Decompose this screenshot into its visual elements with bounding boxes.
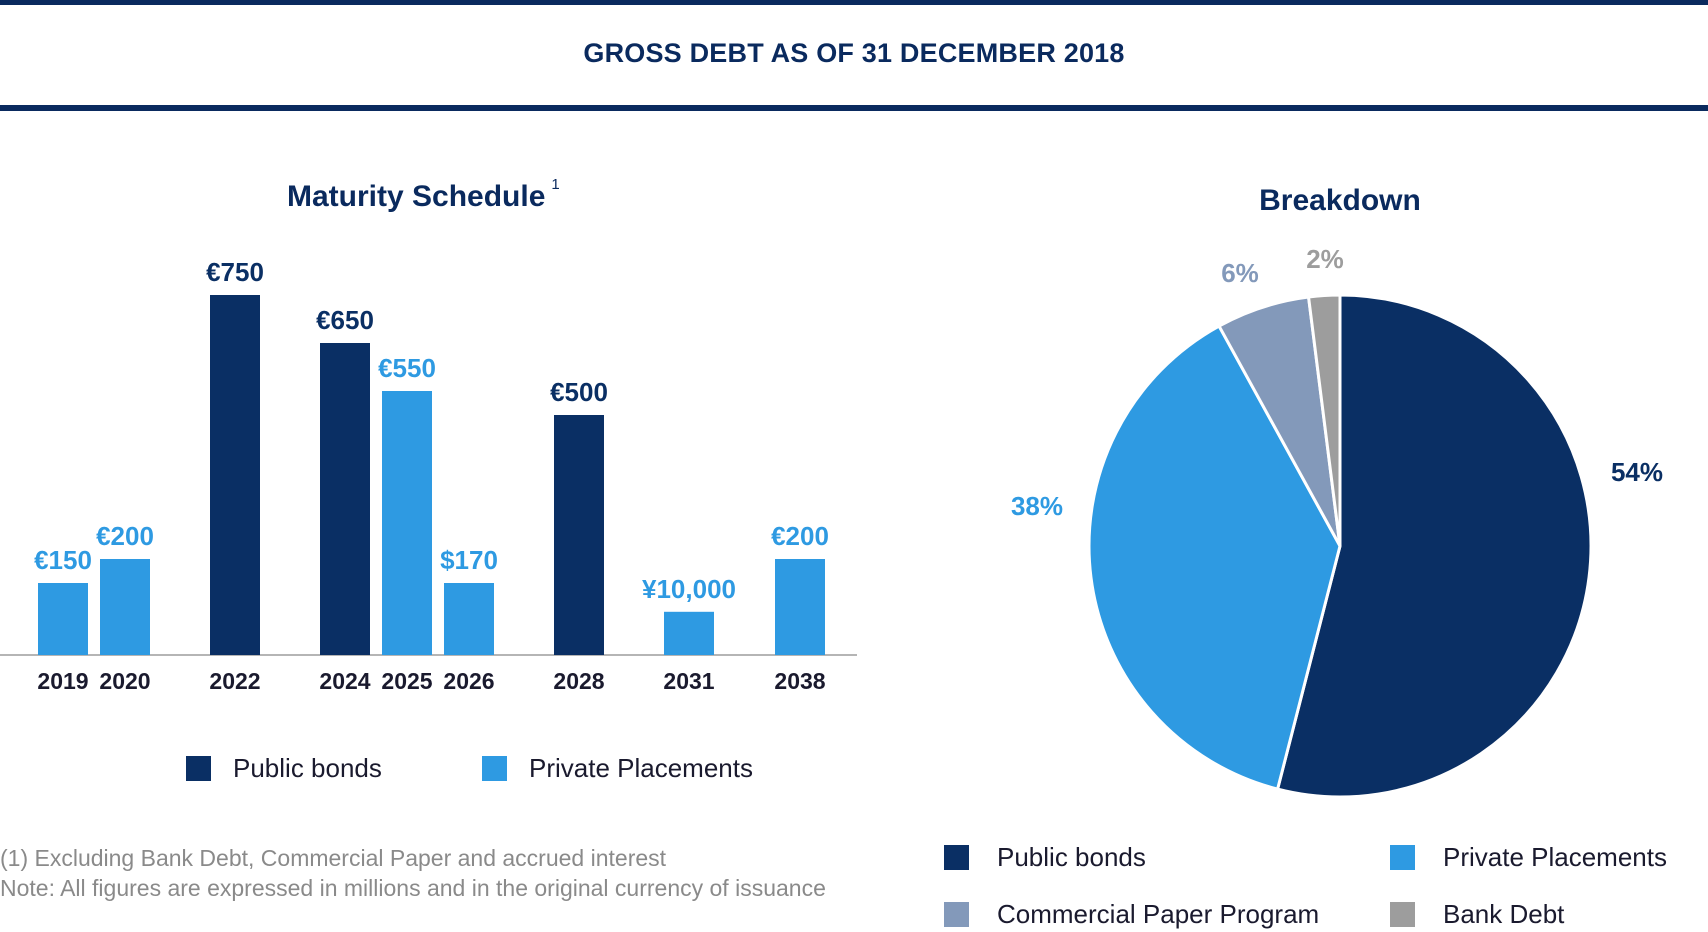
legend-label: Private Placements — [1443, 842, 1667, 872]
bar-2022 — [210, 295, 260, 655]
bar-chart: €150€200€750€650€550$170€500¥10,000€2002… — [0, 257, 857, 694]
bar-value-label-2031: ¥10,000 — [642, 574, 736, 604]
pie-legend-private-placements: Private Placements — [1390, 842, 1667, 873]
legend-swatch-public-bonds — [186, 756, 211, 781]
x-tick-label-2025: 2025 — [381, 668, 432, 694]
pie-slice-public-bonds — [1275, 293, 1593, 799]
footnote-currency-note: Note: All figures are expressed in milli… — [0, 875, 826, 901]
legend-label: Commercial Paper Program — [997, 899, 1320, 929]
footnote-exclusions: (1) Excluding Bank Debt, Commercial Pape… — [0, 845, 667, 871]
bar-value-label-2020: €200 — [96, 521, 154, 551]
bar-value-label-2026: $170 — [440, 545, 498, 575]
bar-value-label-2022: €750 — [206, 257, 264, 287]
pie-chart: 54% 38% 6% 2% — [1011, 244, 1663, 799]
pie-label-public-bonds: 54% — [1611, 457, 1663, 487]
bar-2019 — [38, 583, 88, 655]
x-tick-label-2026: 2026 — [443, 668, 494, 694]
legend-swatch-commercial-paper — [944, 902, 969, 927]
title-underline — [0, 105, 1708, 111]
legend-swatch-bank-debt — [1390, 902, 1415, 927]
page-title: GROSS DEBT AS OF 31 DECEMBER 2018 — [583, 38, 1125, 68]
bar-chart-title-text: Maturity Schedule — [287, 180, 546, 213]
x-tick-label-2024: 2024 — [319, 668, 370, 694]
bar-2024 — [320, 343, 370, 655]
legend-label: Public bonds — [233, 753, 382, 783]
bar-2026 — [444, 583, 494, 655]
x-tick-label-2028: 2028 — [553, 668, 604, 694]
bar-chart-title: Maturity Schedule 1 — [287, 176, 560, 214]
bar-value-label-2019: €150 — [34, 545, 92, 575]
pie-slice-bank-debt — [1306, 293, 1342, 547]
legend-swatch-public-bonds — [944, 845, 969, 870]
legend-swatch-private-placements — [482, 756, 507, 781]
x-tick-label-2022: 2022 — [209, 668, 260, 694]
x-tick-label-2038: 2038 — [774, 668, 825, 694]
bar-2031 — [664, 611, 714, 655]
bar-value-label-2028: €500 — [550, 377, 608, 407]
bar-value-label-2038: €200 — [771, 521, 829, 551]
pie-chart-title: Breakdown — [1259, 184, 1421, 217]
x-tick-label-2019: 2019 — [37, 668, 88, 694]
x-tick-label-2031: 2031 — [663, 668, 714, 694]
legend-label: Private Placements — [529, 753, 753, 783]
pie-legend-bank-debt: Bank Debt — [1390, 899, 1564, 930]
pie-legend-commercial-paper: Commercial Paper Program — [944, 899, 1319, 930]
legend-label: Public bonds — [997, 842, 1146, 872]
x-tick-label-2020: 2020 — [99, 668, 150, 694]
bar-2025 — [382, 391, 432, 655]
pie-label-private-placements: 38% — [1011, 491, 1063, 521]
footnote-block: (1) Excluding Bank Debt, Commercial Pape… — [0, 843, 860, 903]
pie-label-commercial-paper-program: 6% — [1221, 258, 1259, 288]
bar-chart-footnote-marker: 1 — [551, 176, 560, 193]
bar-legend-public-bonds: Public bonds — [186, 753, 382, 784]
bar-value-label-2025: €550 — [378, 353, 436, 383]
top-rule — [0, 0, 1708, 5]
legend-swatch-private-placements — [1390, 845, 1415, 870]
pie-legend-public-bonds: Public bonds — [944, 842, 1146, 873]
pie-slice-private-placements — [1087, 324, 1342, 791]
legend-label: Bank Debt — [1443, 899, 1565, 929]
bar-2028 — [554, 415, 604, 655]
pie-label-bank-debt: 2% — [1306, 244, 1344, 274]
bar-value-label-2024: €650 — [316, 305, 374, 335]
bar-2038 — [775, 559, 825, 655]
bar-legend-private-placements: Private Placements — [482, 753, 753, 784]
bar-2020 — [100, 559, 150, 655]
